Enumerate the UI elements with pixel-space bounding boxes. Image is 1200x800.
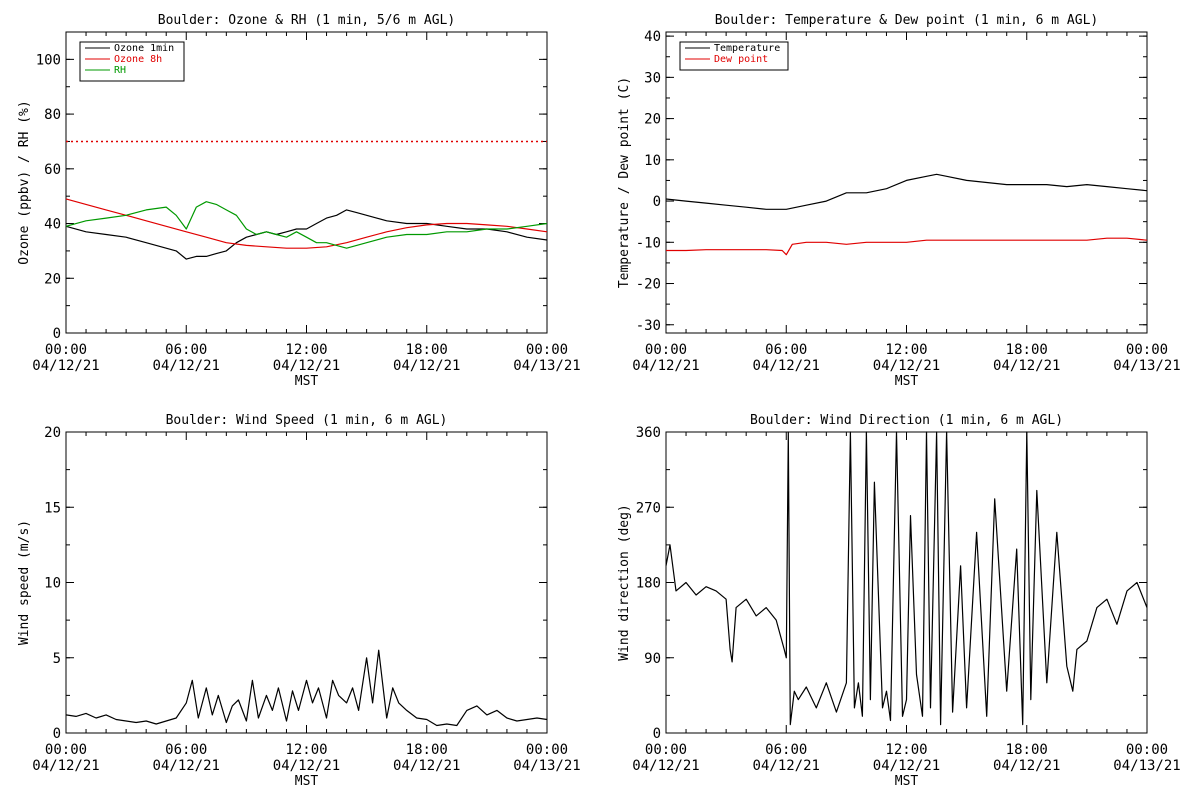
y-tick-label: -30 [636,318,661,334]
x-tick-time: 00:00 [45,742,87,758]
x-tick-time: 00:00 [526,342,568,358]
x-tick-time: 00:00 [645,742,687,758]
y-tick-label: 20 [44,425,61,441]
x-tick-time: 18:00 [406,342,448,358]
x-tick-date: 04/12/21 [153,758,220,774]
series-line-1 [65,649,548,727]
x-axis-label: MST [295,774,319,789]
x-tick-date: 04/13/21 [1113,358,1180,374]
y-tick-label: 30 [644,70,661,86]
series-line-ozone-8h [65,198,548,249]
x-tick-date: 04/12/21 [993,358,1060,374]
x-tick-time: 06:00 [165,742,207,758]
y-tick-label: 180 [636,576,661,592]
x-tick-date: 04/12/21 [393,758,460,774]
chart-title: Boulder: Temperature & Dew point (1 min,… [715,13,1099,28]
y-tick-label: 15 [44,500,61,516]
x-tick-date: 04/13/21 [1113,758,1180,774]
y-tick-label: 100 [36,52,61,68]
x-tick-date: 04/12/21 [32,358,99,374]
legend-label: Ozone 1min [114,43,174,54]
x-tick-date: 04/12/21 [873,358,940,374]
x-tick-time: 12:00 [885,742,927,758]
legend-box [679,41,789,71]
y-tick-label: 360 [636,425,661,441]
x-axis-label: MST [895,774,919,789]
plot-frame [65,431,548,734]
x-tick-time: 06:00 [165,342,207,358]
x-tick-time: 12:00 [285,342,327,358]
x-axis-label: MST [895,374,919,389]
x-tick-time: 18:00 [1006,742,1048,758]
y-tick-label: 90 [644,651,661,667]
series-line-ozone-1min [65,209,548,260]
x-tick-date: 04/12/21 [632,358,699,374]
chart-title: Boulder: Ozone & RH (1 min, 5/6 m AGL) [158,13,455,28]
x-tick-date: 04/12/21 [393,358,460,374]
x-tick-time: 06:00 [765,742,807,758]
x-tick-date: 04/12/21 [273,758,340,774]
chart-title: Boulder: Wind Speed (1 min, 6 m AGL) [166,413,448,428]
x-tick-date: 04/12/21 [993,758,1060,774]
x-tick-time: 12:00 [285,742,327,758]
series-line-dew-point [666,237,1148,256]
x-tick-time: 00:00 [1126,742,1168,758]
x-axis-label: MST [295,374,319,389]
x-tick-time: 18:00 [406,742,448,758]
x-tick-date: 04/12/21 [32,758,99,774]
y-tick-label: 20 [644,112,661,128]
x-tick-date: 04/13/21 [513,358,580,374]
y-tick-label: 20 [44,271,61,287]
x-tick-date: 04/12/21 [873,758,940,774]
x-tick-time: 00:00 [45,342,87,358]
series-line-temperature [665,173,1148,210]
chart-panel-2: Boulder: Temperature & Dew point (1 min,… [617,13,1181,389]
x-tick-date: 04/12/21 [273,358,340,374]
legend-label: RH [114,65,126,76]
x-tick-date: 04/12/21 [753,758,820,774]
y-tick-label: 5 [53,651,61,667]
legend-box [79,41,185,82]
y-tick-label: 10 [644,153,661,169]
chart-panel-3: Boulder: Wind Speed (1 min, 6 m AGL) 0 5 10… [17,413,581,789]
chart-panel-1: Boulder: Ozone & RH (1 min, 5/6 m AGL) 0 2… [17,13,581,389]
y-axis-label: Temperature / Dew point (C) [617,77,632,288]
y-axis-label: Ozone (ppbv) / RH (%) [17,100,32,264]
y-tick-label: 0 [653,194,661,210]
x-tick-time: 00:00 [526,742,568,758]
x-tick-time: 12:00 [885,342,927,358]
y-tick-label: 0 [653,726,661,742]
y-tick-label: 0 [53,326,61,342]
plot-frame [665,31,1148,334]
y-tick-label: -10 [636,235,661,251]
series-line-rh [65,201,548,249]
x-tick-date: 04/12/21 [632,758,699,774]
legend-label: Dew point [714,54,768,65]
y-tick-label: -20 [636,277,661,293]
series-line-1 [665,431,1148,726]
chart-title: Boulder: Wind Direction (1 min, 6 m AGL) [750,413,1063,428]
legend-label: Ozone 8h [114,54,162,65]
y-tick-label: 60 [44,162,61,178]
x-tick-date: 04/12/21 [153,358,220,374]
y-axis-label: Wind direction (deg) [617,504,632,661]
y-tick-label: 40 [44,217,61,233]
x-tick-time: 00:00 [645,342,687,358]
x-tick-time: 06:00 [765,342,807,358]
y-tick-label: 0 [53,726,61,742]
x-tick-time: 18:00 [1006,342,1048,358]
x-tick-date: 04/13/21 [513,758,580,774]
legend-label: Temperature [714,43,780,54]
x-tick-time: 00:00 [1126,342,1168,358]
y-tick-label: 40 [644,29,661,45]
chart-panel-4: Boulder: Wind Direction (1 min, 6 m AGL)… [617,413,1181,789]
y-tick-label: 270 [636,500,661,516]
y-tick-label: 10 [44,576,61,592]
y-axis-label: Wind speed (m/s) [17,520,32,645]
x-tick-date: 04/12/21 [753,358,820,374]
y-tick-label: 80 [44,107,61,123]
